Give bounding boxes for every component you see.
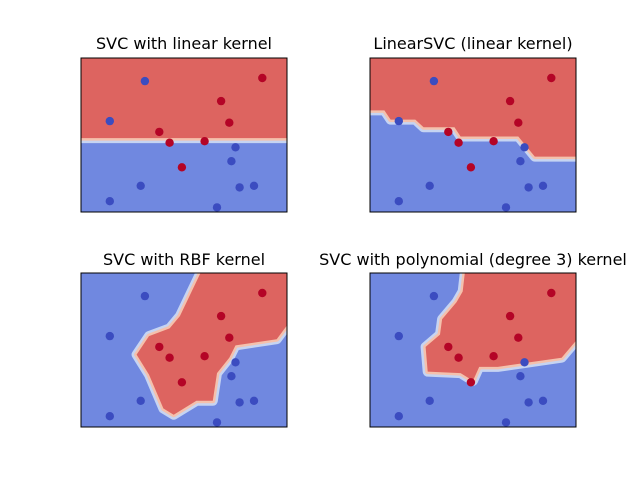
- blue-point: [501, 203, 511, 212]
- blue-point: [501, 418, 511, 427]
- red-point: [200, 137, 209, 146]
- red-point: [225, 118, 234, 127]
- red-point: [454, 353, 463, 362]
- blue-point: [425, 396, 434, 405]
- red-point: [489, 352, 498, 361]
- red-point: [165, 353, 174, 362]
- blue-point: [235, 398, 244, 407]
- red-point: [505, 311, 515, 321]
- blue-point: [235, 183, 244, 192]
- subplot-3: SVC with RBF kernel: [80, 250, 288, 428]
- red-point: [444, 342, 453, 352]
- blue-point: [105, 116, 115, 126]
- blue-point: [429, 291, 439, 301]
- red-point: [165, 138, 174, 147]
- subplot-2: LinearSVC (linear kernel): [369, 34, 577, 213]
- red-point: [489, 137, 498, 146]
- blue-point: [394, 412, 403, 421]
- blue-point: [249, 181, 259, 190]
- blue-point: [520, 143, 529, 152]
- red-point: [547, 288, 556, 298]
- blue-point: [227, 157, 236, 166]
- red-point: [514, 333, 523, 342]
- axes-frame: [80, 57, 288, 213]
- red-point: [547, 73, 556, 83]
- blue-point: [105, 331, 115, 341]
- red-point: [466, 163, 476, 172]
- red-region: [136, 273, 287, 415]
- blue-point: [425, 181, 434, 190]
- red-point: [466, 378, 476, 387]
- red-point: [258, 73, 267, 83]
- red-point: [177, 378, 187, 387]
- blue-point: [516, 157, 525, 166]
- red-point: [216, 96, 226, 106]
- red-point: [177, 163, 187, 172]
- blue-point: [524, 183, 533, 192]
- subplot-1: SVC with linear kernel: [80, 34, 288, 213]
- subplot-title: SVC with RBF kernel: [103, 250, 265, 269]
- blue-point: [231, 143, 240, 152]
- red-point: [454, 138, 463, 147]
- blue-point: [105, 197, 115, 206]
- blue-point: [227, 372, 236, 381]
- axes-frame: [369, 272, 577, 428]
- red-region: [81, 58, 287, 139]
- red-point: [155, 127, 164, 137]
- blue-point: [538, 396, 548, 405]
- subplot-title: SVC with polynomial (degree 3) kernel: [319, 250, 627, 269]
- blue-point: [394, 116, 403, 126]
- red-region: [370, 58, 576, 157]
- red-point: [155, 342, 164, 352]
- subplot-title: LinearSVC (linear kernel): [373, 34, 572, 53]
- blue-point: [524, 398, 533, 407]
- blue-point: [538, 181, 548, 190]
- blue-point: [140, 76, 150, 86]
- red-point: [200, 352, 209, 361]
- red-point: [444, 127, 453, 137]
- blue-point: [136, 396, 145, 405]
- blue-point: [516, 372, 525, 381]
- red-point: [258, 288, 267, 298]
- blue-point: [212, 418, 222, 427]
- red-point: [514, 118, 523, 127]
- subplot-title: SVC with linear kernel: [96, 34, 272, 53]
- blue-point: [136, 181, 145, 190]
- blue-point: [394, 331, 403, 341]
- blue-point: [105, 412, 115, 421]
- blue-point: [394, 197, 403, 206]
- axes-frame: [369, 57, 577, 213]
- blue-point: [520, 358, 529, 367]
- blue-point: [231, 358, 240, 367]
- red-region: [425, 273, 576, 381]
- red-point: [505, 96, 515, 106]
- axes-frame: [80, 272, 288, 428]
- subplot-4: SVC with polynomial (degree 3) kernel: [319, 250, 627, 428]
- blue-point: [212, 203, 222, 212]
- blue-point: [140, 291, 150, 301]
- blue-point: [429, 76, 439, 86]
- blue-point: [249, 396, 259, 405]
- red-point: [225, 333, 234, 342]
- red-point: [216, 311, 226, 321]
